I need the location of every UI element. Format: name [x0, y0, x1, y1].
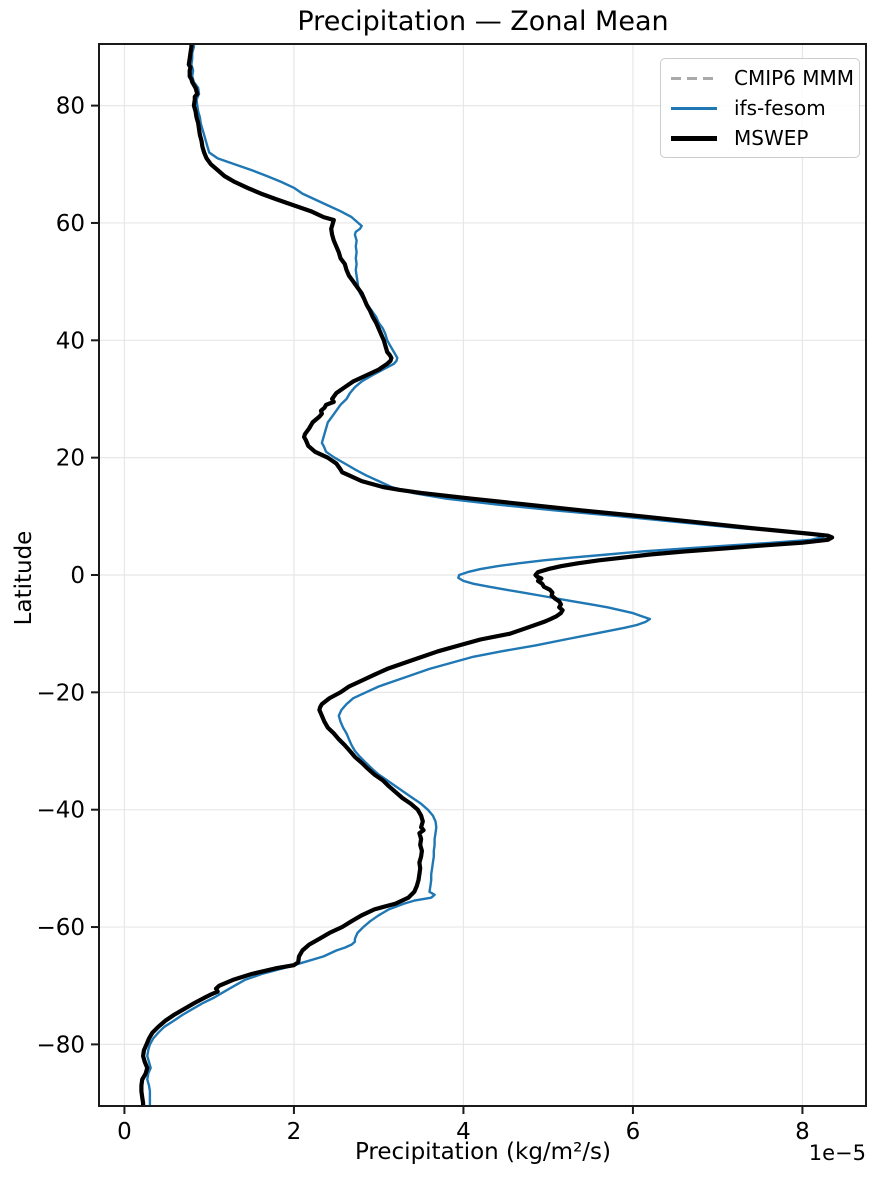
series-line-mswep: [139, 44, 835, 1106]
legend-label-mswep: MSWEP: [734, 126, 809, 150]
chart-title: Precipitation — Zonal Mean: [297, 6, 669, 37]
legend-item-cmip6-mmm: CMIP6 MMM: [671, 66, 854, 90]
x-tick-label: 6: [626, 1119, 641, 1145]
legend-item-ifs-fesom: ifs-fesom: [671, 96, 849, 120]
y-axis-label: Latitude: [11, 530, 37, 626]
y-tick-label: −60: [36, 915, 85, 941]
legend-label-cmip6-mmm: CMIP6 MMM: [734, 66, 855, 90]
x-axis-offset-label: 1e−5: [808, 1141, 866, 1165]
x-tick-label: 2: [287, 1119, 302, 1145]
y-tick-label: 60: [56, 211, 85, 237]
x-tick-label: 4: [456, 1119, 471, 1145]
legend-label-ifs-fesom: ifs-fesom: [734, 96, 826, 120]
y-tick-label: −40: [36, 798, 85, 824]
x-tick-label: 8: [795, 1119, 810, 1145]
y-tick-label: 20: [56, 446, 85, 472]
legend: CMIP6 MMM ifs-fesom MSWEP: [660, 58, 860, 158]
x-axis-label: Precipitation (kg/m²/s): [354, 1139, 612, 1165]
legend-line-sample-cmip6-mmm: [671, 76, 717, 80]
legend-line-sample-mswep: [671, 135, 717, 141]
y-tick-label: −80: [36, 1032, 85, 1058]
y-tick-label: 0: [70, 563, 85, 589]
y-tick-label: 80: [56, 94, 85, 120]
y-tick-label: 40: [56, 328, 85, 354]
legend-line-sample-ifs-fesom: [671, 106, 717, 110]
legend-item-mswep: MSWEP: [671, 126, 849, 150]
y-tick-label: −20: [36, 680, 85, 706]
x-tick-label: 0: [117, 1119, 132, 1145]
series-line-ifs-fesom: [146, 44, 825, 1106]
